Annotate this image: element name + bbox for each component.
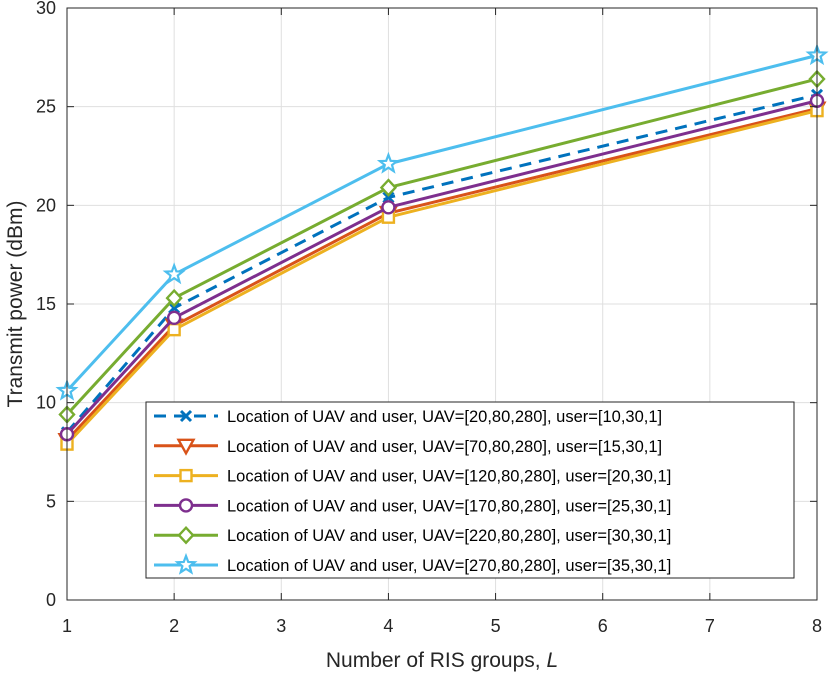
series-line bbox=[65, 109, 818, 446]
series-line bbox=[65, 77, 818, 416]
legend-label: Location of UAV and user, UAV=[220,80,28… bbox=[227, 527, 671, 545]
legend-item-2: Location of UAV and user, UAV=[70,80,280… bbox=[154, 438, 662, 456]
y-tick-label: 30 bbox=[36, 0, 56, 18]
y-tick-label: 20 bbox=[36, 195, 56, 215]
legend-swatch-marker bbox=[178, 498, 194, 513]
legend-box bbox=[145, 401, 795, 579]
x-tick-label: 8 bbox=[812, 616, 822, 636]
x-tick-label: 3 bbox=[276, 616, 286, 636]
series-point bbox=[376, 151, 400, 174]
series-line bbox=[65, 107, 818, 442]
legend-swatch-marker bbox=[176, 438, 196, 456]
legend-item-5: Location of UAV and user, UAV=[220,80,28… bbox=[154, 525, 671, 545]
series-layer bbox=[55, 43, 829, 451]
x-tick-label: 7 bbox=[705, 616, 715, 636]
x-tick-label: 1 bbox=[62, 616, 72, 636]
series-point bbox=[165, 288, 183, 308]
series-point bbox=[381, 200, 396, 215]
y-tick-label: 5 bbox=[46, 491, 56, 511]
y-tick-label: 15 bbox=[36, 294, 56, 314]
legend: Location of UAV and user, UAV=[20,80,280… bbox=[145, 401, 795, 579]
series-point bbox=[379, 178, 398, 197]
legend-swatch-marker-stroke bbox=[179, 409, 193, 423]
y-axis-label: Transmit power (dBm) bbox=[4, 201, 27, 408]
y-tick-label: 25 bbox=[36, 97, 56, 117]
series-line bbox=[65, 53, 818, 392]
legend-item-1: Location of UAV and user, UAV=[20,80,280… bbox=[154, 408, 662, 426]
legend-item-6: Location of UAV and user, UAV=[270,80,28… bbox=[154, 552, 671, 575]
series-point bbox=[168, 301, 181, 315]
x-tick-label: 6 bbox=[598, 616, 608, 636]
ticks bbox=[66, 7, 818, 601]
x-tick-label: 2 bbox=[169, 616, 179, 636]
legend-swatch-marker bbox=[179, 468, 193, 483]
legend-label: Location of UAV and user, UAV=[120,80,28… bbox=[227, 468, 671, 486]
legend-label: Location of UAV and user, UAV=[70,80,280… bbox=[227, 438, 662, 456]
x-axis-label: Number of RIS groups, L bbox=[326, 649, 558, 672]
series-5 bbox=[58, 69, 826, 424]
series-line bbox=[65, 93, 818, 434]
x-tick-label: 4 bbox=[383, 616, 393, 636]
tick-labels: 1 2 3 4 5 6 7 8 0 5 10 15 20 25 30 bbox=[36, 0, 822, 636]
legend-item-4: Location of UAV and user, UAV=[170,80,28… bbox=[154, 497, 671, 515]
series-point-stroke bbox=[382, 191, 395, 204]
x-tick-label: 5 bbox=[491, 616, 501, 636]
series-point bbox=[166, 310, 182, 326]
legend-label: Location of UAV and user, UAV=[270,80,28… bbox=[227, 557, 671, 575]
series-point bbox=[162, 262, 186, 285]
legend-swatch-marker bbox=[177, 525, 195, 545]
series-point-stroke bbox=[168, 301, 181, 315]
series-point bbox=[382, 191, 395, 204]
y-tick-label: 0 bbox=[46, 590, 56, 610]
series-line bbox=[65, 99, 818, 436]
series-point bbox=[167, 322, 181, 337]
legend-item-3: Location of UAV and user, UAV=[120,80,28… bbox=[154, 468, 671, 486]
legend-label: Location of UAV and user, UAV=[170,80,28… bbox=[227, 497, 671, 515]
y-tick-label: 10 bbox=[36, 393, 56, 413]
legend-label: Location of UAV and user, UAV=[20,80,280… bbox=[227, 408, 662, 426]
legend-swatch-marker bbox=[179, 409, 193, 423]
legend-swatch-marker bbox=[174, 552, 198, 575]
